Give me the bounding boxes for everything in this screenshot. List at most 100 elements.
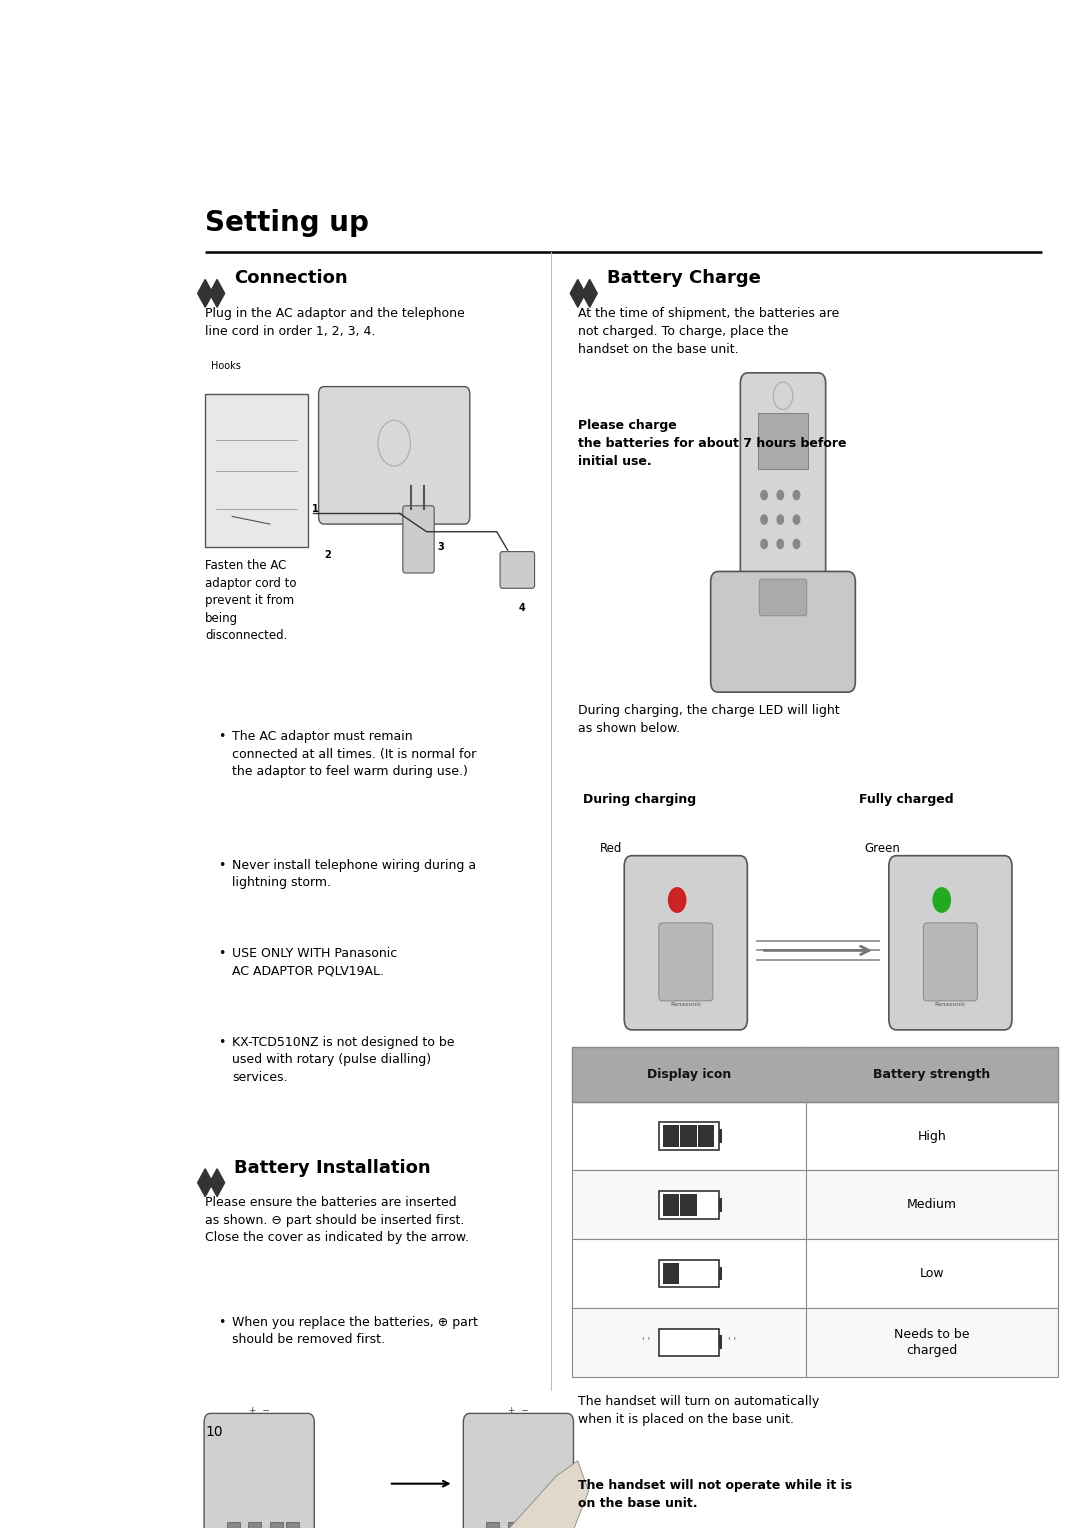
Text: •: •	[218, 947, 226, 961]
Bar	[698, 1262, 715, 1284]
Bar	[680, 1195, 697, 1216]
Bar	[529, 1522, 542, 1528]
Bar	[698, 1331, 715, 1354]
FancyBboxPatch shape	[403, 506, 434, 573]
FancyBboxPatch shape	[759, 579, 807, 616]
Text: High: High	[918, 1129, 946, 1143]
Polygon shape	[198, 1169, 213, 1196]
FancyBboxPatch shape	[923, 923, 977, 1001]
Bar	[719, 1198, 723, 1212]
Text: USE ONLY WITH Panasonic
AC ADAPTOR PQLV19AL.: USE ONLY WITH Panasonic AC ADAPTOR PQLV1…	[232, 947, 397, 978]
Circle shape	[794, 515, 800, 524]
Bar	[572, 1239, 1058, 1308]
Bar	[719, 1129, 723, 1143]
Polygon shape	[570, 280, 585, 307]
FancyBboxPatch shape	[758, 413, 809, 469]
Text: +  −: + −	[248, 1406, 270, 1415]
Text: Never install telephone wiring during a
lightning storm.: Never install telephone wiring during a …	[232, 859, 476, 889]
Text: Please charge
the batteries for about 7 hours before
initial use.: Please charge the batteries for about 7 …	[578, 419, 847, 468]
Bar	[719, 1335, 723, 1349]
Bar	[663, 1331, 679, 1354]
Circle shape	[761, 539, 768, 549]
Text: Fasten the AC
adaptor cord to
prevent it from
being
disconnected.: Fasten the AC adaptor cord to prevent it…	[205, 559, 297, 642]
Text: Connection: Connection	[234, 269, 348, 287]
Text: Needs to be
charged: Needs to be charged	[894, 1328, 970, 1357]
Text: Medium: Medium	[907, 1198, 957, 1212]
Text: Hooks: Hooks	[211, 361, 241, 371]
Bar	[659, 1192, 719, 1219]
Bar	[572, 1170, 1058, 1239]
Text: The handset will not operate while it is
on the base unit.: The handset will not operate while it is…	[578, 1479, 852, 1510]
Bar	[680, 1262, 697, 1284]
Bar	[680, 1331, 697, 1354]
Circle shape	[761, 490, 768, 500]
Bar	[545, 1522, 558, 1528]
Bar	[663, 1262, 679, 1284]
Circle shape	[778, 490, 784, 500]
Bar	[659, 1122, 719, 1151]
Bar	[248, 1522, 261, 1528]
Text: •: •	[218, 859, 226, 872]
Text: •: •	[218, 1036, 226, 1050]
Text: At the time of shipment, the batteries are
not charged. To charge, place the
han: At the time of shipment, the batteries a…	[578, 307, 839, 356]
Bar	[663, 1195, 679, 1216]
Text: When you replace the batteries, ⊕ part
should be removed first.: When you replace the batteries, ⊕ part s…	[232, 1316, 478, 1346]
Text: 4: 4	[518, 604, 525, 613]
Bar	[508, 1522, 521, 1528]
Bar	[205, 394, 308, 547]
Bar	[680, 1125, 697, 1146]
Text: •: •	[218, 730, 226, 744]
Bar	[572, 1308, 1058, 1377]
Text: The handset will turn on automatically
when it is placed on the base unit.: The handset will turn on automatically w…	[578, 1395, 819, 1426]
Circle shape	[933, 888, 950, 912]
Circle shape	[794, 490, 800, 500]
Text: Green: Green	[864, 842, 900, 856]
Polygon shape	[210, 280, 225, 307]
Bar	[572, 1047, 1058, 1102]
Text: ' ': ' '	[728, 1337, 737, 1348]
Text: Battery Charge: Battery Charge	[607, 269, 760, 287]
Text: 10: 10	[205, 1426, 222, 1439]
Text: +  −: + −	[508, 1406, 529, 1415]
Circle shape	[794, 539, 800, 549]
Bar	[572, 1102, 1058, 1170]
FancyBboxPatch shape	[319, 387, 470, 524]
Circle shape	[669, 888, 686, 912]
Circle shape	[778, 515, 784, 524]
Text: Fully charged: Fully charged	[859, 793, 954, 807]
Text: KX-TCD510NZ is not designed to be
used with rotary (pulse dialling)
services.: KX-TCD510NZ is not designed to be used w…	[232, 1036, 455, 1083]
Text: Battery strength: Battery strength	[874, 1068, 990, 1080]
Text: Battery Installation: Battery Installation	[234, 1158, 431, 1177]
FancyBboxPatch shape	[500, 552, 535, 588]
Text: 1: 1	[312, 504, 319, 513]
Bar	[663, 1125, 679, 1146]
Bar	[486, 1522, 499, 1528]
FancyBboxPatch shape	[463, 1413, 573, 1528]
Polygon shape	[198, 280, 213, 307]
Polygon shape	[481, 1461, 589, 1528]
FancyBboxPatch shape	[741, 373, 826, 601]
Text: 3: 3	[437, 542, 444, 552]
Text: Low: Low	[920, 1267, 944, 1280]
Bar	[286, 1522, 299, 1528]
Polygon shape	[582, 280, 597, 307]
Circle shape	[761, 515, 768, 524]
Text: Setting up: Setting up	[205, 209, 369, 237]
Bar	[698, 1125, 715, 1146]
Bar	[659, 1259, 719, 1287]
Text: ' ': ' '	[642, 1337, 650, 1348]
FancyBboxPatch shape	[624, 856, 747, 1030]
Polygon shape	[210, 1169, 225, 1196]
Text: Please ensure the batteries are inserted
as shown. ⊖ part should be inserted fir: Please ensure the batteries are inserted…	[205, 1196, 469, 1244]
Text: Display icon: Display icon	[647, 1068, 731, 1080]
Text: •: •	[218, 1316, 226, 1329]
Bar	[698, 1195, 715, 1216]
FancyBboxPatch shape	[204, 1413, 314, 1528]
Text: Panasonic: Panasonic	[670, 1002, 702, 1007]
Text: The AC adaptor must remain
connected at all times. (It is normal for
the adaptor: The AC adaptor must remain connected at …	[232, 730, 476, 778]
Circle shape	[778, 539, 784, 549]
Text: Panasonic: Panasonic	[934, 1002, 967, 1007]
Bar	[719, 1267, 723, 1280]
Text: 2: 2	[324, 550, 330, 559]
Bar	[659, 1328, 719, 1357]
